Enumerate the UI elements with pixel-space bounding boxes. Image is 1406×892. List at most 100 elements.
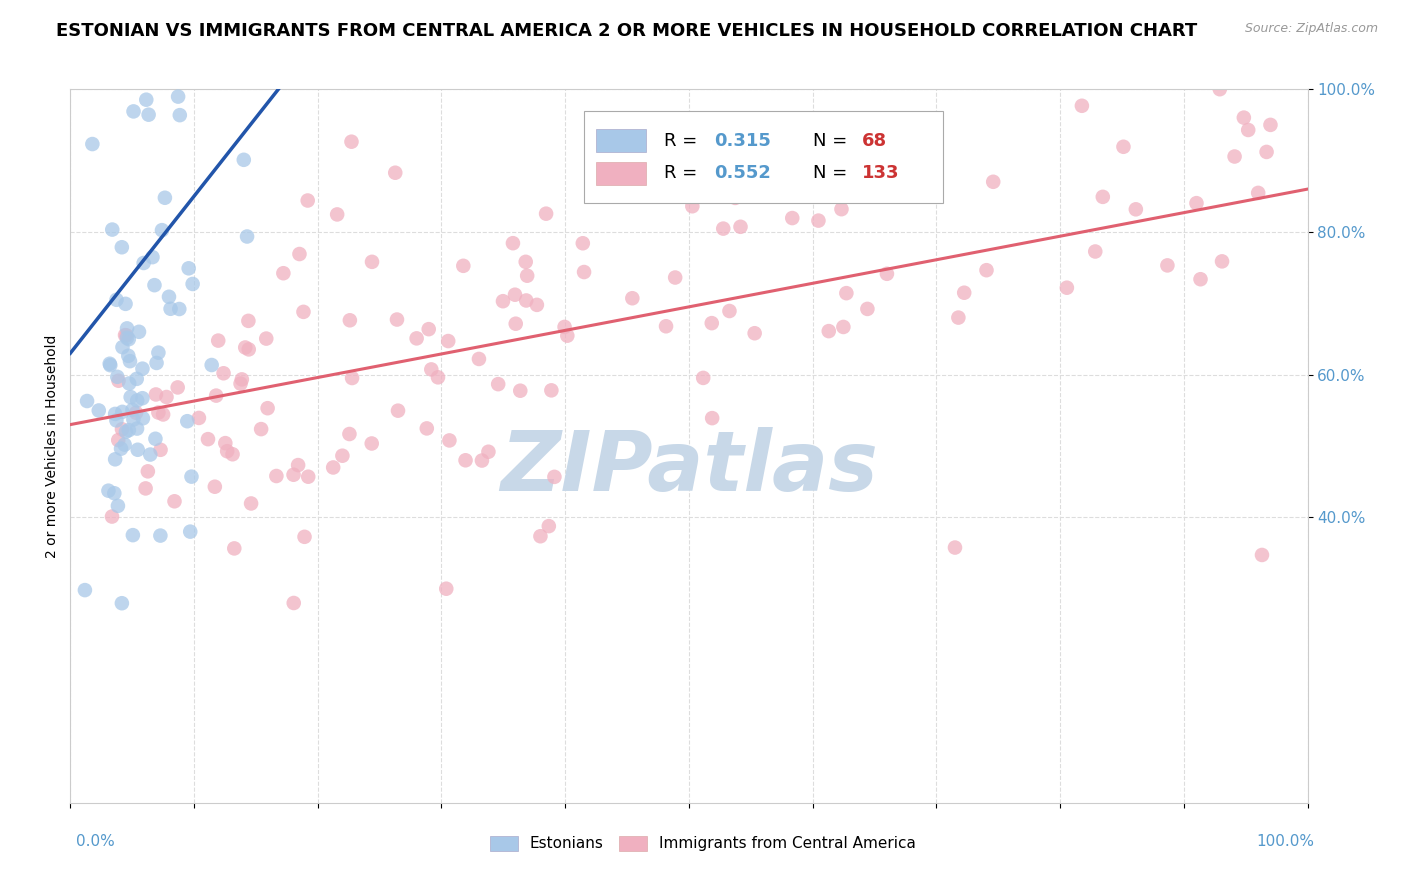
- Text: ZIPatlas: ZIPatlas: [501, 427, 877, 508]
- Point: [1070, 99, 1092, 113]
- Point: [97, 483, 120, 498]
- Point: [405, 331, 427, 345]
- Point: [118, 423, 141, 437]
- Point: [273, 266, 295, 280]
- Point: [1233, 111, 1256, 125]
- Point: [322, 460, 344, 475]
- Point: [117, 349, 139, 363]
- Y-axis label: 2 or more Vehicles in Household: 2 or more Vehicles in Household: [45, 334, 59, 558]
- Point: [138, 108, 160, 122]
- Point: [817, 324, 839, 338]
- Text: 133: 133: [862, 164, 900, 182]
- Point: [1251, 548, 1274, 562]
- Point: [141, 250, 163, 264]
- Point: [1256, 145, 1278, 159]
- Point: [107, 499, 129, 513]
- Point: [179, 524, 201, 539]
- Point: [339, 313, 361, 327]
- Point: [700, 316, 723, 330]
- Point: [681, 199, 703, 213]
- Point: [953, 285, 976, 300]
- Point: [387, 403, 409, 417]
- Point: [157, 290, 180, 304]
- Point: [505, 317, 527, 331]
- Point: [101, 509, 124, 524]
- Point: [572, 265, 595, 279]
- Point: [214, 436, 236, 450]
- Point: [332, 449, 354, 463]
- Point: [711, 221, 734, 235]
- Point: [339, 427, 361, 442]
- Bar: [583, 111, 942, 203]
- Point: [434, 582, 457, 596]
- Point: [231, 372, 253, 386]
- Point: [879, 170, 901, 185]
- Point: [326, 207, 349, 221]
- Point: [526, 298, 548, 312]
- Point: [283, 596, 305, 610]
- Point: [238, 343, 260, 357]
- Point: [503, 287, 526, 301]
- Point: [229, 376, 252, 391]
- Point: [807, 213, 830, 227]
- Point: [224, 541, 246, 556]
- Point: [111, 240, 134, 254]
- Point: [153, 191, 176, 205]
- Point: [122, 104, 145, 119]
- Legend: Estonians, Immigrants from Central America: Estonians, Immigrants from Central Ameri…: [484, 830, 922, 857]
- Point: [948, 310, 970, 325]
- Point: [132, 256, 155, 270]
- Point: [152, 408, 174, 422]
- Point: [540, 384, 562, 398]
- Point: [361, 255, 384, 269]
- Point: [149, 442, 172, 457]
- Text: R =: R =: [664, 164, 703, 182]
- Point: [1084, 244, 1107, 259]
- Point: [98, 358, 121, 372]
- Point: [718, 304, 741, 318]
- Point: [125, 421, 148, 435]
- Point: [471, 453, 494, 467]
- Point: [486, 377, 509, 392]
- Point: [135, 93, 157, 107]
- Point: [250, 422, 273, 436]
- Point: [240, 496, 263, 510]
- Point: [143, 278, 166, 293]
- Point: [780, 211, 803, 225]
- Point: [340, 371, 363, 385]
- Point: [254, 332, 277, 346]
- Point: [943, 541, 966, 555]
- Point: [534, 207, 557, 221]
- Point: [176, 414, 198, 428]
- Point: [145, 387, 167, 401]
- Point: [127, 393, 149, 408]
- Point: [82, 136, 104, 151]
- Point: [148, 345, 170, 359]
- Point: [1260, 118, 1282, 132]
- Point: [105, 369, 128, 384]
- Point: [169, 108, 191, 122]
- Point: [111, 422, 134, 436]
- Point: [453, 259, 475, 273]
- Point: [128, 325, 150, 339]
- Point: [73, 583, 96, 598]
- Point: [177, 261, 200, 276]
- Point: [1056, 281, 1078, 295]
- Point: [131, 361, 153, 376]
- Point: [118, 354, 141, 368]
- Point: [555, 328, 578, 343]
- Point: [297, 194, 319, 208]
- Point: [104, 452, 127, 467]
- Point: [1112, 140, 1135, 154]
- Point: [187, 411, 209, 425]
- Point: [180, 469, 202, 483]
- Point: [181, 277, 204, 291]
- Point: [221, 447, 243, 461]
- Point: [655, 319, 678, 334]
- Point: [125, 406, 148, 420]
- Point: [105, 413, 128, 427]
- Point: [107, 374, 129, 388]
- Text: R =: R =: [664, 132, 703, 150]
- Point: [832, 320, 855, 334]
- Point: [664, 270, 686, 285]
